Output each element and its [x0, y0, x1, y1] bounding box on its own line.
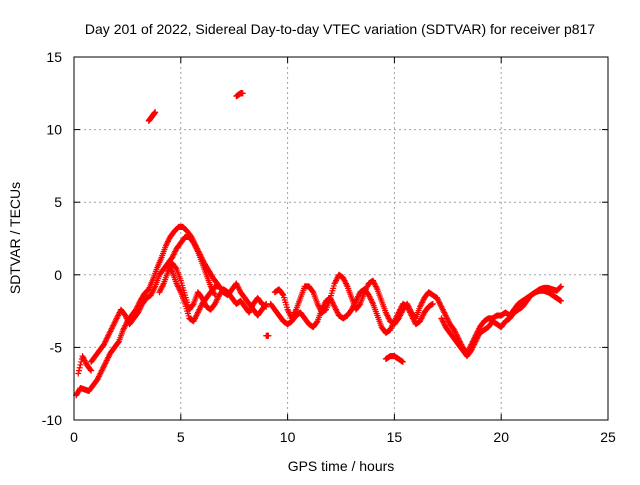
series-trace-b [88, 234, 218, 365]
data-point [76, 364, 83, 371]
data-point [87, 366, 94, 373]
data-point [262, 301, 269, 308]
x-tick-label: 20 [493, 429, 509, 445]
data-point [239, 90, 246, 97]
data-point [429, 300, 436, 307]
series-trace-f [267, 286, 436, 336]
x-tick-label: 25 [600, 429, 616, 445]
chart-title: Day 201 of 2022, Sidereal Day-to-day VTE… [85, 21, 595, 37]
plot-frame [73, 56, 609, 421]
y-tick-label: 10 [46, 122, 62, 138]
data-point [152, 109, 159, 116]
data-point [558, 283, 565, 290]
y-tick-label: -10 [42, 412, 62, 428]
data-points [73, 90, 565, 399]
x-tick-label: 0 [70, 429, 78, 445]
series-isolated-lower [263, 332, 406, 365]
x-tick-label: 5 [177, 429, 185, 445]
data-point [557, 284, 564, 291]
y-tick-label: 15 [46, 49, 62, 65]
data-point [75, 367, 82, 374]
series-trace-d [164, 263, 270, 325]
x-axis-label: GPS time / hours [288, 458, 395, 474]
y-axis-ticks: -10 -5 0 5 10 15 [42, 49, 608, 428]
x-tick-label: 15 [387, 429, 403, 445]
series-trace-h [438, 283, 565, 360]
y-axis-label: SDTVAR / TECUs [7, 182, 23, 294]
data-point [75, 370, 82, 377]
y-tick-label: 0 [54, 267, 62, 283]
grid-lines [74, 57, 608, 420]
x-axis-ticks: 0 5 10 15 20 25 [70, 57, 616, 445]
data-point [265, 332, 272, 339]
data-point [558, 297, 565, 304]
series-isolated-upper [145, 90, 246, 124]
series-isolated-start [75, 353, 95, 377]
data-point [399, 358, 406, 365]
y-tick-label: -5 [50, 339, 63, 355]
data-point [279, 291, 286, 298]
data-point [88, 367, 95, 374]
y-tick-label: 5 [54, 194, 62, 210]
x-tick-label: 10 [280, 429, 296, 445]
data-point [77, 361, 84, 368]
